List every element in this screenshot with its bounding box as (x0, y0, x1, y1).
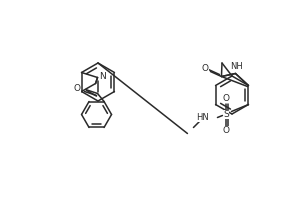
Text: S: S (224, 110, 229, 119)
Text: O: O (223, 126, 230, 135)
Text: O: O (223, 94, 230, 103)
Text: O: O (202, 64, 209, 73)
Text: N: N (100, 72, 106, 81)
Text: NH: NH (230, 62, 243, 71)
Text: HN: HN (196, 113, 208, 122)
Text: O: O (74, 84, 80, 93)
